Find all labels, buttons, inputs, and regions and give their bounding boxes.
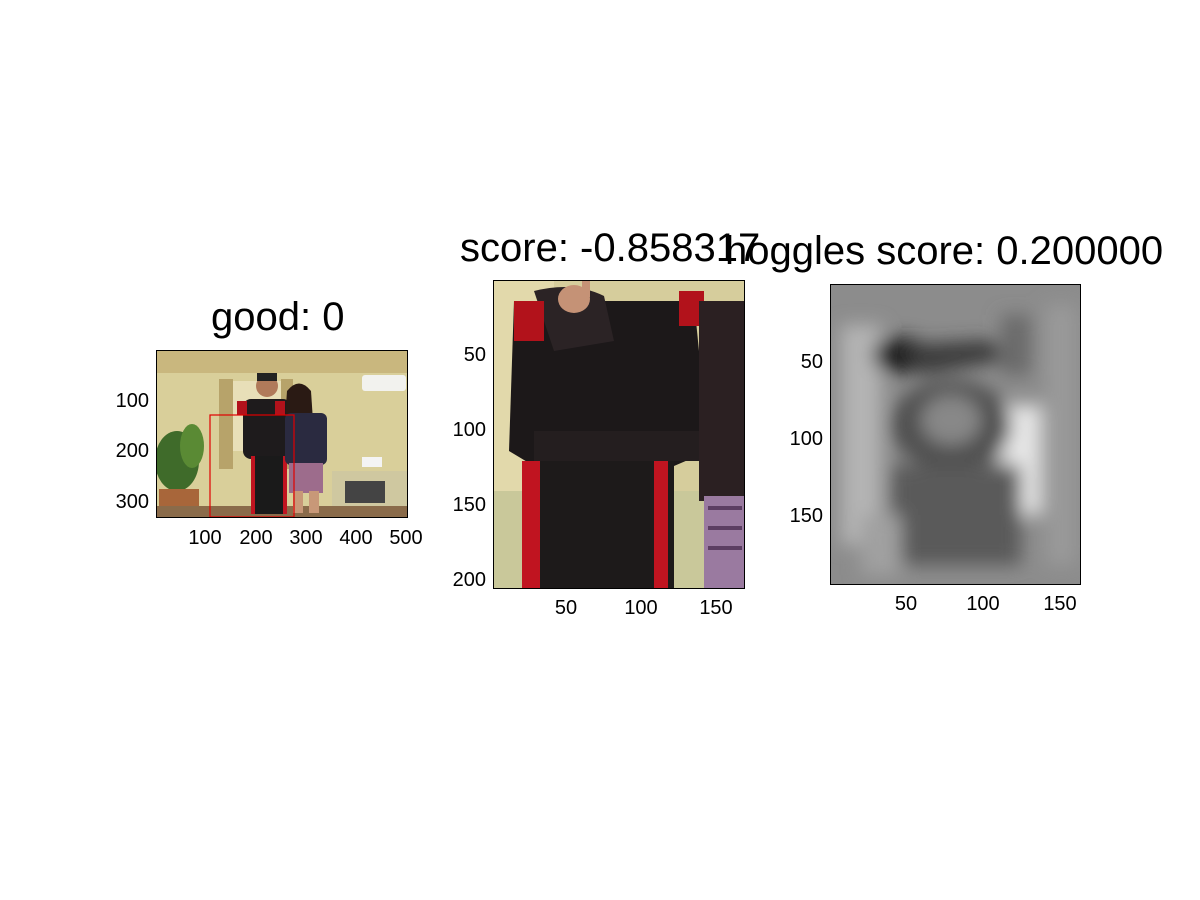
original-photo: [157, 351, 407, 517]
x-tick-label: 150: [699, 597, 733, 619]
crop-photo-axes: [493, 280, 745, 589]
x-tick-label: 300: [289, 527, 323, 549]
x-tick-label: 100: [624, 597, 658, 619]
hoggles-image: [831, 285, 1080, 584]
crop-photo: [494, 281, 744, 588]
y-tick-label: 150: [452, 494, 486, 516]
y-tick-label: 50: [800, 351, 823, 373]
x-tick-label: 100: [966, 593, 1000, 615]
detection-box: [209, 414, 295, 517]
y-tick-label: 200: [115, 440, 149, 462]
panel-title-hoggles: hoggles score: 0.200000: [725, 229, 1164, 273]
x-tick-label: 100: [188, 527, 222, 549]
panel-title-original: good: 0: [211, 295, 345, 339]
x-tick-label: 50: [894, 593, 918, 615]
y-tick-label: 50: [463, 344, 486, 366]
x-tick-label: 150: [1043, 593, 1077, 615]
x-tick-label: 500: [389, 527, 423, 549]
panel-title-crop: score: -0.858317: [460, 226, 761, 270]
hoggles-image-axes: [830, 284, 1081, 585]
y-tick-label: 100: [115, 390, 149, 412]
y-tick-label: 300: [115, 491, 149, 513]
y-tick-label: 100: [452, 419, 486, 441]
x-tick-label: 50: [554, 597, 578, 619]
x-tick-label: 400: [339, 527, 373, 549]
original-photo-axes: [156, 350, 408, 518]
x-tick-label: 200: [239, 527, 273, 549]
y-tick-label: 100: [789, 428, 823, 450]
y-tick-label: 150: [789, 505, 823, 527]
y-tick-label: 200: [452, 569, 486, 591]
